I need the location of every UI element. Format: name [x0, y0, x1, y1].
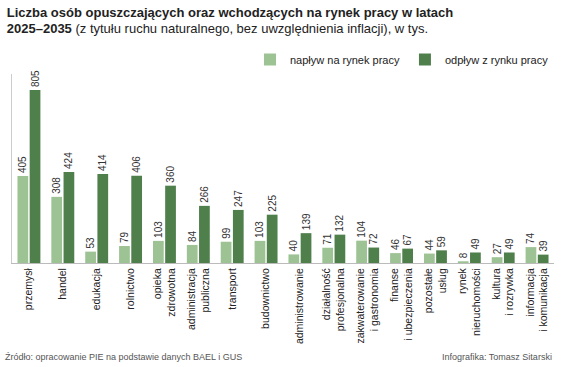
svg-text:zakwaterowaniei gastronomia: zakwaterowaniei gastronomia — [354, 268, 380, 343]
svg-text:49: 49 — [470, 238, 481, 250]
svg-text:kulturai rozrywka: kulturai rozrywka — [490, 268, 516, 315]
svg-text:247: 247 — [233, 190, 244, 207]
svg-text:44: 44 — [424, 239, 435, 251]
svg-text:49: 49 — [504, 238, 515, 250]
svg-text:odpływ z rynku pracy: odpływ z rynku pracy — [445, 54, 548, 66]
svg-text:administrowanie: administrowanie — [293, 268, 305, 344]
svg-text:transport: transport — [226, 268, 238, 310]
svg-text:104: 104 — [356, 221, 367, 238]
svg-text:406: 406 — [131, 156, 142, 173]
svg-text:72: 72 — [368, 233, 379, 245]
svg-text:59: 59 — [436, 236, 447, 248]
svg-text:139: 139 — [301, 213, 312, 230]
svg-text:74: 74 — [525, 233, 536, 245]
svg-text:Źródło: opracowanie PIE na pod: Źródło: opracowanie PIE na podstawie dan… — [5, 352, 242, 362]
svg-text:pozostałeusług: pozostałeusług — [422, 268, 448, 313]
svg-text:424: 424 — [63, 152, 74, 169]
svg-text:napływ na rynek pracy: napływ na rynek pracy — [290, 54, 400, 66]
svg-text:103: 103 — [153, 221, 164, 238]
svg-text:edukacja: edukacja — [90, 268, 102, 310]
svg-text:39: 39 — [538, 240, 549, 252]
svg-text:266: 266 — [199, 186, 210, 203]
svg-text:informacjai komunikacja: informacjai komunikacja — [524, 268, 550, 332]
svg-text:46: 46 — [390, 239, 401, 251]
svg-text:przemysł: przemysł — [22, 268, 34, 311]
svg-text:27: 27 — [492, 243, 503, 255]
svg-text:ryneknieruchomości: ryneknieruchomości — [456, 267, 482, 335]
svg-text:53: 53 — [85, 237, 96, 249]
svg-text:opiekazdrowotna: opiekazdrowotna — [151, 268, 177, 317]
svg-text:103: 103 — [254, 221, 265, 238]
svg-text:administracjapubliczna: administracjapubliczna — [185, 268, 211, 330]
svg-text:handel: handel — [56, 268, 68, 300]
svg-text:308: 308 — [51, 177, 62, 194]
svg-text:71: 71 — [322, 233, 333, 245]
svg-text:99: 99 — [221, 227, 232, 239]
svg-text:360: 360 — [165, 166, 176, 183]
svg-text:finansei ubezpieczenia: finansei ubezpieczenia — [388, 268, 414, 341]
svg-text:805: 805 — [30, 70, 41, 87]
svg-text:8: 8 — [458, 252, 469, 258]
svg-text:84: 84 — [187, 230, 198, 242]
svg-text:budownictwo: budownictwo — [259, 268, 271, 329]
svg-text:Liczba osób opuszczających ora: Liczba osób opuszczających oraz wchodząc… — [7, 5, 454, 37]
svg-text:79: 79 — [119, 231, 130, 243]
svg-text:67: 67 — [402, 234, 413, 246]
svg-text:40: 40 — [288, 240, 299, 252]
svg-text:132: 132 — [334, 215, 345, 232]
svg-text:414: 414 — [97, 154, 108, 171]
svg-text:405: 405 — [17, 156, 28, 173]
svg-text:Infografika: Tomasz Sitarski: Infografika: Tomasz Sitarski — [442, 352, 552, 362]
svg-text:225: 225 — [267, 195, 278, 212]
svg-text:rolnictwo: rolnictwo — [124, 268, 136, 310]
svg-text:działalnośćprofesjonalna: działalnośćprofesjonalna — [320, 268, 346, 331]
